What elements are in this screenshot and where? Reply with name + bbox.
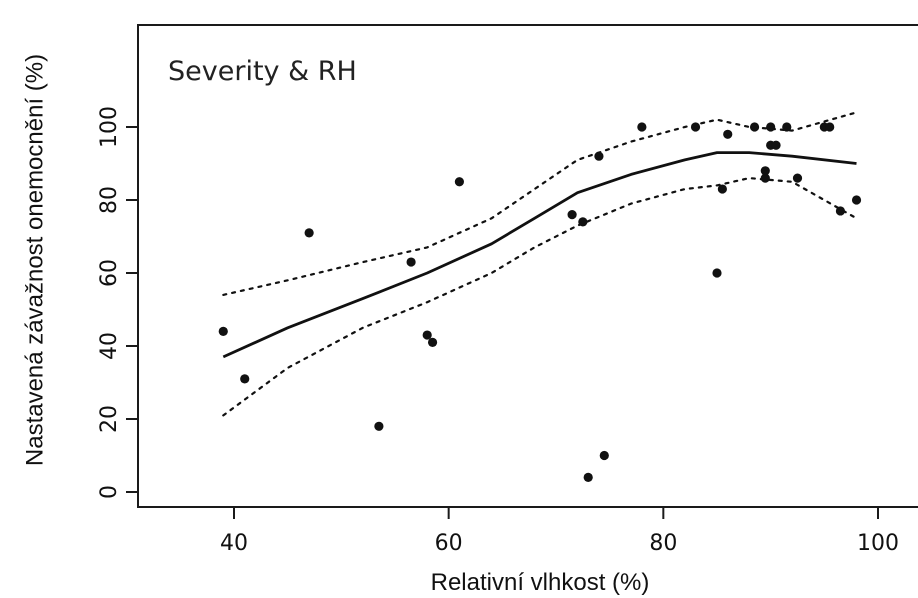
data-point-23	[771, 140, 781, 150]
data-point-9	[578, 217, 588, 227]
x-tick-label-100: 100	[857, 531, 899, 556]
plot-frame	[137, 24, 918, 508]
x-tick-label-80: 80	[649, 531, 677, 556]
y-tick-label-0: 0	[97, 485, 122, 499]
upper-band-line	[222, 111, 858, 296]
data-point-1	[240, 374, 250, 384]
data-point-20	[760, 166, 770, 176]
data-point-5	[422, 330, 432, 340]
y-axis-title: Nastavená závažnost onemocnění (%)	[21, 54, 48, 466]
y-tick-label-20: 20	[97, 405, 122, 433]
data-point-14	[690, 122, 701, 132]
data-point-2	[304, 228, 314, 238]
data-point-29	[851, 195, 862, 205]
data-point-27	[825, 122, 835, 132]
x-tick-label-60: 60	[435, 531, 463, 556]
data-point-15	[712, 268, 722, 278]
data-point-11	[594, 151, 604, 161]
chart-title: Severity & RH	[168, 56, 357, 87]
data-point-19	[760, 173, 770, 183]
data-point-3	[374, 421, 384, 431]
data-point-18	[749, 122, 760, 132]
y-tick-label-40: 40	[97, 332, 122, 360]
data-point-16	[717, 184, 727, 194]
data-point-25	[792, 173, 803, 183]
data-point-0	[218, 326, 228, 336]
y-tick-label-80: 80	[97, 186, 122, 214]
x-tick-label-40: 40	[220, 531, 248, 556]
x-axis-title: Relativní vlhkost (%)	[431, 569, 650, 596]
data-point-17	[723, 129, 733, 139]
data-point-28	[835, 206, 846, 216]
data-point-6	[427, 337, 438, 347]
y-tick-label-60: 60	[97, 259, 122, 287]
data-point-4	[406, 257, 416, 267]
data-point-7	[454, 177, 464, 187]
data-point-13	[637, 122, 647, 132]
y-tick-label-100: 100	[97, 106, 122, 148]
fit-line	[222, 151, 857, 359]
data-point-12	[599, 450, 609, 461]
data-point-10	[583, 472, 593, 482]
lower-band-line	[222, 177, 858, 417]
data-point-24	[782, 122, 792, 132]
data-point-21	[766, 122, 776, 132]
data-point-8	[567, 210, 577, 220]
